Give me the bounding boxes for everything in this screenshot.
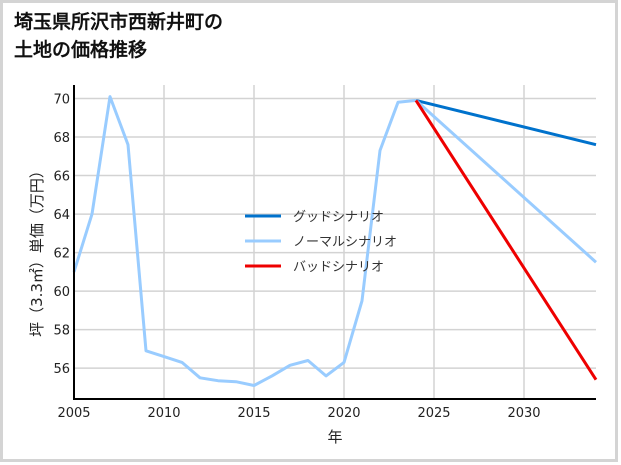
gridlines [74,85,596,399]
series-line [414,99,598,381]
y-tick-label: 64 [53,208,70,223]
y-tick-label: 68 [53,131,70,146]
chart-title: 埼玉県所沢市西新井町の 土地の価格推移 [14,11,224,61]
axes [73,85,596,400]
y-axis-label: 坪（3.3㎡）単価（万円） [28,163,46,337]
x-tick-label: 2010 [147,406,180,421]
y-tick-label: 66 [53,170,70,185]
legend-label: バッドシナリオ [293,260,384,275]
x-tick-label: 2025 [417,406,450,421]
legend-label: ノーマルシナリオ [293,235,397,250]
x-tick-label: 2005 [57,406,90,421]
x-tick-label: 2020 [327,406,360,421]
y-tick-label: 62 [53,247,70,262]
x-axis-label: 年 [327,428,342,446]
legend-label: グッドシナリオ [293,210,384,225]
tick-labels: 2005 2010 2015 2020 2025 2030 56 58 60 62 64 66 68 70 [53,92,540,421]
y-tick-label: 60 [53,285,70,300]
y-tick-label: 58 [53,324,70,339]
x-tick-label: 2030 [507,406,540,421]
series-line [414,99,598,264]
data-lines [72,95,598,387]
y-tick-label: 56 [53,362,70,377]
x-tick-label: 2015 [237,406,270,421]
series-line [415,98,597,147]
y-tick-label: 70 [53,92,70,107]
series-line [72,95,417,387]
